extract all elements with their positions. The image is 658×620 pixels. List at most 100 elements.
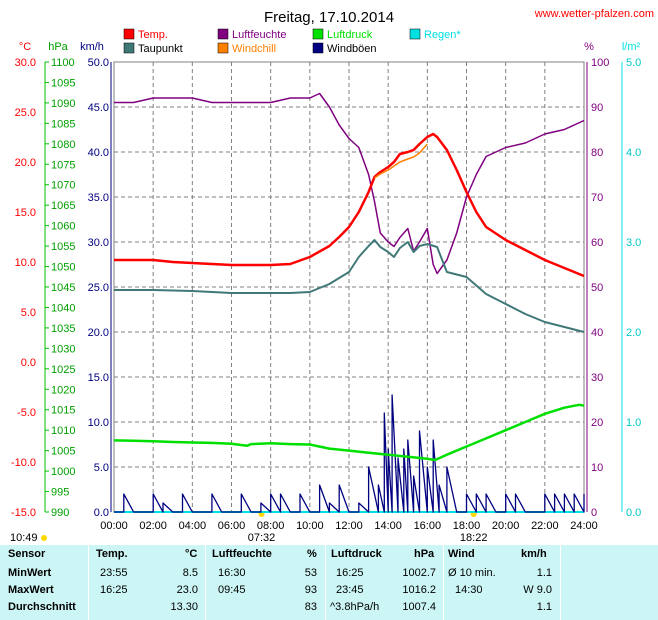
humidity-tick-label: 30 bbox=[591, 372, 603, 384]
table-divider bbox=[560, 545, 561, 620]
wind-tick-label: 40.0 bbox=[88, 147, 109, 159]
pressure-tick-label: 1015 bbox=[51, 405, 75, 417]
pressure-tick-label: 1045 bbox=[51, 282, 75, 294]
temp-time: 23:55 bbox=[100, 567, 128, 579]
pressure-axis-unit: hPa bbox=[48, 41, 68, 53]
pressure-time: 16:25 bbox=[336, 567, 364, 579]
time-tick-label: 06:00 bbox=[218, 520, 246, 532]
pressure-tick-label: 1025 bbox=[51, 364, 75, 376]
pressure-value: 1016.2 bbox=[402, 584, 436, 596]
series-line-windchill bbox=[374, 143, 428, 179]
time-tick-label: 24:00 bbox=[570, 520, 598, 532]
header-temp: Temp. bbox=[96, 548, 128, 560]
pressure-time: 23:45 bbox=[336, 584, 364, 596]
rain-tick-label: 5.0 bbox=[626, 57, 641, 69]
humidity-tick-label: 20 bbox=[591, 417, 603, 429]
wind-time: 14:30 bbox=[455, 584, 483, 596]
table-divider bbox=[88, 545, 89, 620]
time-tick-label: 10:00 bbox=[296, 520, 324, 532]
pressure-tick-label: 990 bbox=[51, 507, 69, 519]
table-divider bbox=[205, 545, 206, 620]
time-tick-label: 14:00 bbox=[374, 520, 402, 532]
stats-table: Sensor Temp. °C Luftfeuchte % Luftdruck … bbox=[0, 545, 658, 620]
time-tick-label: 02:00 bbox=[139, 520, 167, 532]
pressure-tick-label: 1040 bbox=[51, 302, 75, 314]
humidity-value: 83 bbox=[304, 601, 317, 613]
temp-tick-label: 15.0 bbox=[15, 207, 36, 219]
humidity-time: 09:45 bbox=[218, 584, 246, 596]
wind-tick-label: 20.0 bbox=[88, 327, 109, 339]
legend-label: Taupunkt bbox=[138, 43, 183, 55]
header-sensor: Sensor bbox=[8, 548, 46, 560]
humidity-tick-label: 40 bbox=[591, 327, 603, 339]
wind-axis-unit: km/h bbox=[80, 41, 104, 53]
series-line-windben bbox=[114, 394, 585, 513]
legend-label: Temp. bbox=[138, 29, 168, 41]
rain-tick-label: 1.0 bbox=[626, 417, 641, 429]
temp-time: 16:25 bbox=[100, 584, 128, 596]
wind-tick-label: 45.0 bbox=[88, 102, 109, 114]
humidity-value: 53 bbox=[304, 567, 317, 579]
pressure-tick-label: 1005 bbox=[51, 446, 75, 458]
temp-value: 13.30 bbox=[170, 601, 198, 613]
rain-tick-label: 3.0 bbox=[626, 237, 641, 249]
wind-time: Ø 10 min. bbox=[448, 567, 496, 579]
site-url: www.wetter-pfalzen.com bbox=[534, 8, 654, 20]
legend-label: Luftdruck bbox=[327, 29, 373, 41]
temp-tick-label: -10.0 bbox=[11, 457, 36, 469]
header-pressure-unit: hPa bbox=[414, 548, 435, 560]
legend-swatch bbox=[312, 42, 324, 54]
wind-tick-label: 0.0 bbox=[94, 507, 109, 519]
legend-label: Luftfeuchte bbox=[232, 29, 286, 41]
humidity-tick-label: 80 bbox=[591, 147, 603, 159]
temp-tick-label: 20.0 bbox=[15, 157, 36, 169]
pressure-tick-label: 1055 bbox=[51, 241, 75, 253]
temp-value: 23.0 bbox=[176, 584, 198, 596]
time-tick-label: 12:00 bbox=[335, 520, 363, 532]
temp-tick-label: 25.0 bbox=[15, 107, 36, 119]
wind-tick-label: 30.0 bbox=[88, 237, 109, 249]
pressure-tick-label: 1065 bbox=[51, 200, 75, 212]
table-divider bbox=[443, 545, 444, 620]
temp-tick-label: 10.0 bbox=[15, 257, 36, 269]
row-label: MinWert bbox=[8, 567, 52, 579]
pressure-tick-label: 1080 bbox=[51, 139, 75, 151]
rain-tick-label: 2.0 bbox=[626, 327, 641, 339]
header-pressure: Luftdruck bbox=[331, 548, 382, 560]
rain-tick-label: 0.0 bbox=[626, 507, 641, 519]
weather-chart: Freitag, 17.10.2014 www.wetter-pfalzen.co… bbox=[10, 8, 654, 544]
temp-value: 8.5 bbox=[182, 567, 198, 579]
temp-tick-label: -5.0 bbox=[17, 407, 36, 419]
header-temp-unit: °C bbox=[185, 548, 198, 560]
wind-tick-label: 50.0 bbox=[88, 57, 109, 69]
humidity-axis-unit: % bbox=[584, 41, 594, 53]
pressure-tick-label: 1100 bbox=[51, 57, 75, 69]
time-tick-label: 08:00 bbox=[257, 520, 285, 532]
humidity-tick-label: 10 bbox=[591, 462, 603, 474]
pressure-tick-label: 1010 bbox=[51, 425, 75, 437]
rain-tick-label: 4.0 bbox=[626, 147, 641, 159]
wind-value: 1.1 bbox=[536, 567, 552, 579]
pressure-tick-label: 1050 bbox=[51, 262, 75, 274]
legend-swatch bbox=[123, 28, 135, 40]
temp-tick-label: 30.0 bbox=[15, 57, 36, 69]
legend-label: Windböen bbox=[327, 43, 377, 55]
row-label: Durchschnitt bbox=[8, 601, 76, 613]
humidity-tick-label: 60 bbox=[591, 237, 603, 249]
time-tick-label: 20:00 bbox=[492, 520, 520, 532]
humidity-tick-label: 90 bbox=[591, 102, 603, 114]
pressure-tick-label: 1070 bbox=[51, 180, 75, 192]
humidity-tick-label: 70 bbox=[591, 192, 603, 204]
moon-icon bbox=[41, 535, 47, 541]
wind-tick-label: 5.0 bbox=[94, 462, 109, 474]
sunset-time: 18:22 bbox=[460, 532, 488, 544]
humidity-tick-label: 100 bbox=[591, 57, 609, 69]
temp-tick-label: 0.0 bbox=[21, 357, 36, 369]
pressure-tick-label: 1095 bbox=[51, 77, 75, 89]
header-wind-unit: km/h bbox=[521, 548, 547, 560]
pressure-tick-label: 1060 bbox=[51, 221, 75, 233]
series-line-luftdruck bbox=[113, 403, 585, 462]
pressure-tick-label: 1000 bbox=[51, 466, 75, 478]
pressure-tick-label: 1030 bbox=[51, 343, 75, 355]
humidity-time: 16:30 bbox=[218, 567, 246, 579]
